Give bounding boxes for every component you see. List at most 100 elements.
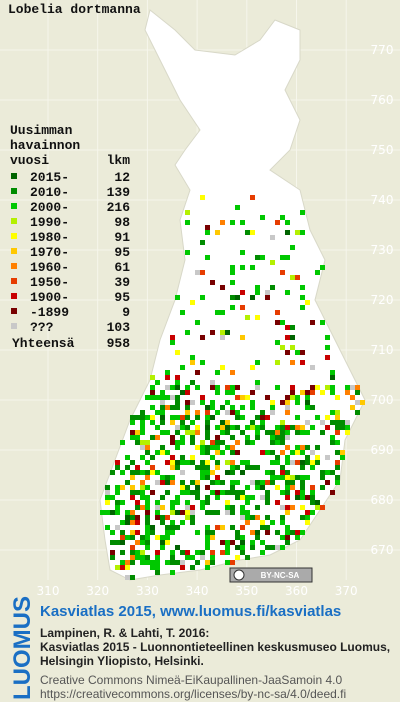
occurrence-square	[215, 465, 220, 470]
occurrence-square	[275, 220, 280, 225]
occurrence-square	[225, 510, 230, 515]
occurrence-square	[285, 495, 290, 500]
legend-label: 1950-	[30, 275, 69, 290]
occurrence-square	[230, 480, 235, 485]
occurrence-square	[320, 475, 325, 480]
occurrence-square	[110, 495, 115, 500]
occurrence-square	[160, 390, 165, 395]
occurrence-square	[205, 230, 210, 235]
occurrence-square	[130, 490, 135, 495]
occurrence-square	[220, 330, 225, 335]
occurrence-square	[275, 385, 280, 390]
atlas-link[interactable]: Kasviatlas 2015, www.luomus.fi/kasviatla…	[40, 603, 341, 620]
occurrence-square	[175, 545, 180, 550]
occurrence-square	[305, 515, 310, 520]
occurrence-square	[280, 430, 285, 435]
occurrence-square	[235, 555, 240, 560]
occurrence-square	[235, 395, 240, 400]
occurrence-square	[115, 465, 120, 470]
occurrence-square	[245, 510, 250, 515]
occurrence-square	[185, 385, 190, 390]
y-label: 730	[371, 243, 394, 257]
license-url[interactable]: https://creativecommons.org/licenses/by-…	[40, 687, 346, 701]
occurrence-square	[320, 320, 325, 325]
occurrence-square	[205, 465, 210, 470]
occurrence-square	[255, 430, 260, 435]
occurrence-square	[210, 490, 215, 495]
occurrence-square	[130, 485, 135, 490]
occurrence-square	[300, 285, 305, 290]
occurrence-square	[145, 515, 150, 520]
occurrence-square	[275, 500, 280, 505]
occurrence-square	[100, 510, 105, 515]
occurrence-square	[205, 565, 210, 570]
occurrence-square	[160, 505, 165, 510]
occurrence-square	[250, 390, 255, 395]
occurrence-square	[235, 480, 240, 485]
occurrence-square	[150, 465, 155, 470]
occurrence-square	[170, 455, 175, 460]
occurrence-square	[170, 435, 175, 440]
occurrence-square	[245, 230, 250, 235]
occurrence-square	[175, 350, 180, 355]
occurrence-square	[175, 560, 180, 565]
occurrence-square	[335, 460, 340, 465]
occurrence-layer	[100, 195, 365, 580]
occurrence-square	[255, 290, 260, 295]
occurrence-square	[140, 490, 145, 495]
occurrence-square	[300, 485, 305, 490]
occurrence-square	[145, 460, 150, 465]
occurrence-square	[285, 445, 290, 450]
occurrence-square	[225, 400, 230, 405]
occurrence-square	[105, 525, 110, 530]
occurrence-square	[250, 495, 255, 500]
occurrence-square	[360, 400, 365, 405]
legend-label: 1960-	[30, 260, 69, 275]
occurrence-square	[110, 510, 115, 515]
occurrence-square	[155, 480, 160, 485]
occurrence-square	[285, 335, 290, 340]
occurrence-square	[150, 375, 155, 380]
occurrence-square	[300, 460, 305, 465]
occurrence-square	[200, 505, 205, 510]
occurrence-square	[300, 230, 305, 235]
occurrence-square	[240, 525, 245, 530]
occurrence-square	[180, 560, 185, 565]
occurrence-square	[295, 275, 300, 280]
occurrence-square	[280, 475, 285, 480]
occurrence-square	[240, 305, 245, 310]
occurrence-square	[285, 510, 290, 515]
occurrence-square	[330, 390, 335, 395]
occurrence-square	[210, 385, 215, 390]
occurrence-square	[285, 435, 290, 440]
occurrence-square	[300, 350, 305, 355]
occurrence-square	[325, 470, 330, 475]
occurrence-square	[285, 470, 290, 475]
occurrence-square	[250, 295, 255, 300]
occurrence-square	[240, 405, 245, 410]
legend-label: ???	[30, 320, 54, 335]
occurrence-square	[255, 385, 260, 390]
occurrence-square	[305, 475, 310, 480]
occurrence-square	[130, 470, 135, 475]
occurrence-square	[225, 500, 230, 505]
occurrence-square	[210, 445, 215, 450]
occurrence-square	[260, 255, 265, 260]
occurrence-square	[325, 355, 330, 360]
occurrence-square	[235, 425, 240, 430]
occurrence-square	[145, 415, 150, 420]
occurrence-square	[230, 490, 235, 495]
occurrence-square	[200, 550, 205, 555]
occurrence-square	[150, 390, 155, 395]
badge-text: BY-NC-SA	[261, 571, 300, 580]
occurrence-square	[150, 395, 155, 400]
occurrence-square	[205, 435, 210, 440]
occurrence-square	[120, 535, 125, 540]
occurrence-square	[215, 425, 220, 430]
occurrence-square	[110, 530, 115, 535]
occurrence-square	[270, 400, 275, 405]
occurrence-square	[310, 405, 315, 410]
citation-line: Helsingin Yliopisto, Helsinki.	[40, 654, 204, 668]
occurrence-square	[180, 550, 185, 555]
occurrence-square	[265, 530, 270, 535]
